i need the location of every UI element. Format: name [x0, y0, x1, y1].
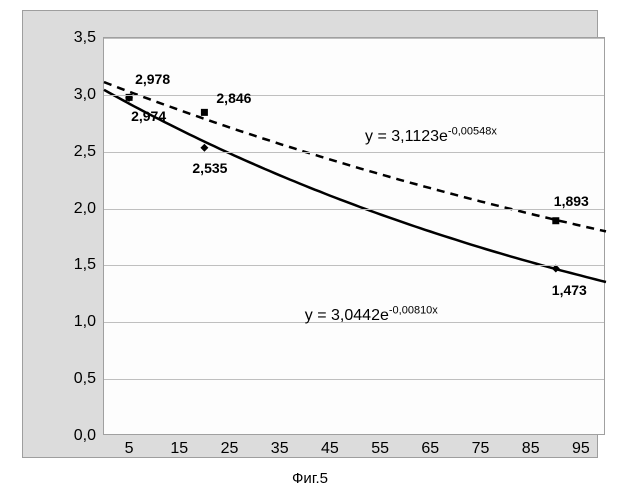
data-label: 2,978 [135, 71, 170, 87]
trend-line-bot [104, 90, 606, 282]
plot-area: 0,00,51,01,52,02,53,03,55152535455565758… [103, 37, 605, 435]
equation-label-top: y = 3,1123e-0,00548x [365, 128, 497, 146]
y-tick-label: 3,0 [74, 86, 96, 104]
x-tick-label: 25 [221, 440, 239, 458]
data-label: 1,473 [552, 282, 587, 298]
y-tick-label: 2,0 [74, 200, 96, 218]
x-tick-label: 65 [421, 440, 439, 458]
x-tick-label: 75 [472, 440, 490, 458]
x-tick-label: 45 [321, 440, 339, 458]
y-tick-label: 0,5 [74, 370, 96, 388]
data-marker [552, 217, 559, 224]
data-label: 2,846 [216, 90, 251, 106]
plot-svg [104, 38, 606, 436]
x-tick-label: 55 [371, 440, 389, 458]
x-tick-label: 5 [125, 440, 134, 458]
gridline [104, 265, 604, 266]
data-label: 2,974 [131, 108, 166, 124]
figure-caption: Фиг.5 [0, 470, 620, 487]
y-tick-label: 3,5 [74, 29, 96, 47]
data-marker [201, 109, 208, 116]
equation-label-bot: y = 3,0442e-0,00810x [305, 307, 438, 325]
x-tick-label: 15 [170, 440, 188, 458]
data-marker [200, 144, 208, 152]
y-tick-label: 1,5 [74, 256, 96, 274]
x-tick-label: 95 [572, 440, 590, 458]
gridline [104, 152, 604, 153]
x-tick-label: 35 [271, 440, 289, 458]
data-label: 1,893 [554, 193, 589, 209]
data-label: 2,535 [192, 160, 227, 176]
gridline [104, 209, 604, 210]
y-tick-label: 2,5 [74, 143, 96, 161]
x-tick-label: 85 [522, 440, 540, 458]
gridline [104, 95, 604, 96]
gridline [104, 379, 604, 380]
y-tick-label: 0,0 [74, 427, 96, 445]
chart-frame: 0,0 0,5 1,0 1,5 2,0 2,5 3,0 3,5 5 15 25 35 45 55 65 75 8… [22, 10, 598, 458]
gridline [104, 38, 604, 39]
y-tick-label: 1,0 [74, 313, 96, 331]
